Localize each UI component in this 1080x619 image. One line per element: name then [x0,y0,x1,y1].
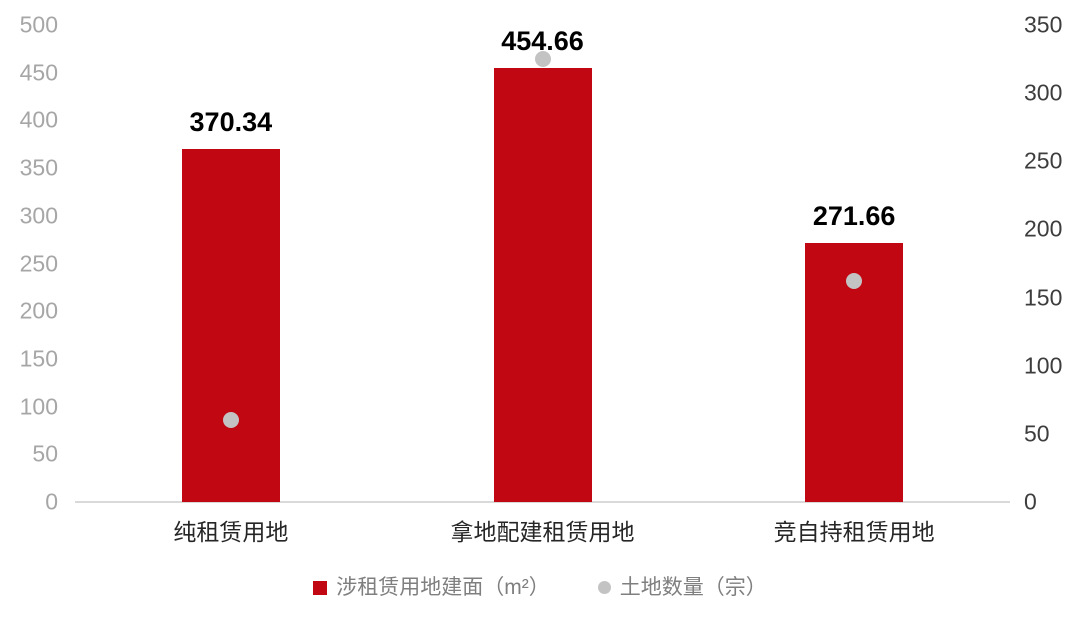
bar-value-label-0: 370.34 [189,106,273,137]
left-axis-tick-label: 450 [19,59,58,86]
left-axis-tick-label: 0 [45,488,58,515]
category-label-0: 纯租赁用地 [173,519,289,545]
left-axis-tick-label: 350 [19,154,58,181]
legend-label-scatter-series: 土地数量（宗） [619,576,767,599]
left-axis-tick-label: 250 [19,250,58,276]
legend-label-bar-series: 涉租赁用地建面（m²） [336,576,550,599]
bar-value-label-1: 454.66 [501,26,584,57]
right-axis-tick-label: 150 [1024,284,1063,311]
category-label-1: 拿地配建租赁用地 [450,519,635,545]
bar-value-label-2: 271.66 [812,200,896,231]
bar-1 [493,68,592,502]
bar-0 [181,148,280,502]
legend-item-bar-series: 涉租赁用地建面（m²） [313,577,550,598]
left-axis-tick-label: 100 [19,393,58,420]
scatter-dot-1 [534,51,551,68]
left-axis-tick-label: 50 [32,440,58,467]
left-axis-tick-label: 200 [19,297,58,324]
scatter-dot-2 [846,273,863,290]
right-axis-tick-label: 0 [1024,488,1037,515]
right-axis-tick-label: 250 [1024,147,1063,174]
scatter-series-swatch-icon [597,581,611,594]
bar-series-swatch-icon [313,580,328,595]
scatter-dot-0 [222,412,239,429]
left-axis-tick-label: 400 [19,106,58,133]
right-axis-tick-label: 200 [1024,215,1063,242]
right-axis-tick-label: 50 [1024,420,1050,447]
right-axis-tick-label: 300 [1024,79,1063,106]
x-axis-baseline [75,501,1010,503]
category-label-2: 竞自持租赁用地 [773,519,935,545]
left-axis-tick-label: 500 [19,11,58,38]
right-axis-tick-label: 350 [1024,11,1063,38]
chart-legend: 涉租赁用地建面（m²） 土地数量（宗） [0,577,1080,598]
left-axis-tick-label: 150 [19,345,58,372]
right-axis-tick-label: 100 [1024,352,1063,379]
legend-item-scatter-series: 土地数量（宗） [597,576,767,599]
left-axis-tick-label: 300 [19,202,58,229]
